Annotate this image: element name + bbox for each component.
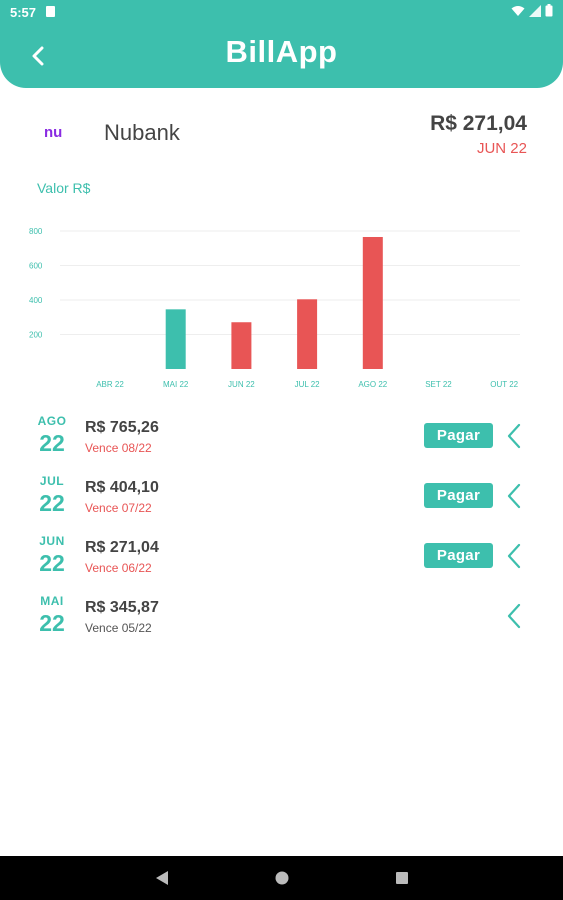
bill-month: AGO: [37, 414, 67, 428]
bill-year: 22: [39, 610, 65, 636]
bill-year: 22: [39, 550, 65, 576]
expand-bill-button[interactable]: [504, 543, 524, 569]
bill-year: 22: [39, 490, 65, 516]
chart-y-axis-label: Valor R$: [37, 180, 91, 196]
pay-button[interactable]: Pagar: [424, 423, 493, 448]
x-tick-label: JUL 22: [295, 380, 321, 389]
nav-back-button[interactable]: [152, 868, 172, 888]
chevron-left-icon: [507, 543, 521, 569]
chevron-left-icon: [507, 603, 521, 629]
logo-text: nu: [44, 124, 62, 141]
chart-bar: [297, 299, 318, 369]
bill-row: AGO 22 R$ 765,26 Vence 08/22 Pagar: [0, 410, 563, 470]
x-tick-label: SET 22: [425, 380, 452, 389]
back-button[interactable]: [22, 40, 54, 72]
x-tick-label: MAI 22: [163, 380, 189, 389]
chevron-left-icon: [507, 483, 521, 509]
battery-icon: [545, 4, 553, 17]
x-tick-label: JUN 22: [228, 380, 255, 389]
chevron-left-icon: [32, 46, 44, 66]
x-tick-label: ABR 22: [96, 380, 124, 389]
bill-month: MAI: [40, 594, 64, 608]
expand-bill-button[interactable]: [504, 423, 524, 449]
app-bar: 5:57 BillApp: [0, 0, 563, 88]
x-tick-label: OUT 22: [490, 380, 518, 389]
sd-card-icon: [46, 6, 55, 17]
nav-recents-button[interactable]: [392, 868, 412, 888]
signal-icon: [529, 4, 541, 17]
square-recents-icon: [396, 872, 408, 884]
system-nav-bar: [0, 856, 563, 900]
status-bar: 5:57: [0, 0, 563, 24]
app-title: BillApp: [225, 34, 338, 69]
bill-due-date: Vence 08/22: [85, 441, 152, 455]
chevron-left-icon: [507, 423, 521, 449]
bill-amount: R$ 345,87: [85, 599, 159, 616]
circle-home-icon: [275, 871, 289, 885]
bill-amount: R$ 765,26: [85, 419, 159, 436]
bill-month: JUL: [39, 474, 65, 488]
x-tick-label: AGO 22: [358, 380, 387, 389]
y-tick-label: 400: [29, 296, 43, 305]
bill-amount: R$ 404,10: [85, 479, 159, 496]
bill-due-date: Vence 07/22: [85, 501, 152, 515]
y-tick-label: 600: [29, 262, 43, 271]
expand-bill-button[interactable]: [504, 483, 524, 509]
chart-bar: [165, 309, 186, 369]
y-tick-label: 200: [29, 331, 43, 340]
current-bill-amount: R$ 271,04: [430, 112, 527, 135]
bill-row: MAI 22 R$ 345,87 Vence 05/22: [0, 590, 563, 650]
chart-bar: [362, 236, 383, 369]
bill-due-date: Vence 06/22: [85, 561, 152, 575]
nubank-logo: nu: [44, 122, 80, 142]
bar-chart-svg: 200 400 600 800 ABR 22 MAI 22 JUN 22 JUL 22 AGO …: [29, 227, 520, 389]
status-time: 5:57: [10, 5, 37, 20]
wifi-icon: [511, 5, 525, 16]
bill-list: AGO 22 R$ 765,26 Vence 08/22 Pagar JUL 22 R$ 40…: [0, 410, 563, 650]
bill-amount: R$ 271,04: [85, 539, 159, 556]
bank-name: Nubank: [104, 120, 180, 145]
current-bill-month: JUN 22: [476, 140, 527, 157]
pay-button[interactable]: Pagar: [424, 543, 493, 568]
bill-row: JUL 22 R$ 404,10 Vence 07/22 Pagar: [0, 470, 563, 530]
bill-due-date: Vence 05/22: [85, 621, 152, 635]
triangle-back-icon: [156, 871, 168, 885]
pay-button[interactable]: Pagar: [424, 483, 493, 508]
expand-bill-button[interactable]: [504, 603, 524, 629]
bill-row: JUN 22 R$ 271,04 Vence 06/22 Pagar: [0, 530, 563, 590]
chart-bar: [231, 322, 252, 369]
bill-year: 22: [39, 430, 65, 456]
y-tick-label: 800: [29, 227, 43, 236]
bill-chart: 200 400 600 800 ABR 22 MAI 22 JUN 22 JUL 22 AGO …: [0, 215, 563, 400]
nav-home-button[interactable]: [272, 868, 292, 888]
bill-month: JUN: [39, 534, 65, 548]
